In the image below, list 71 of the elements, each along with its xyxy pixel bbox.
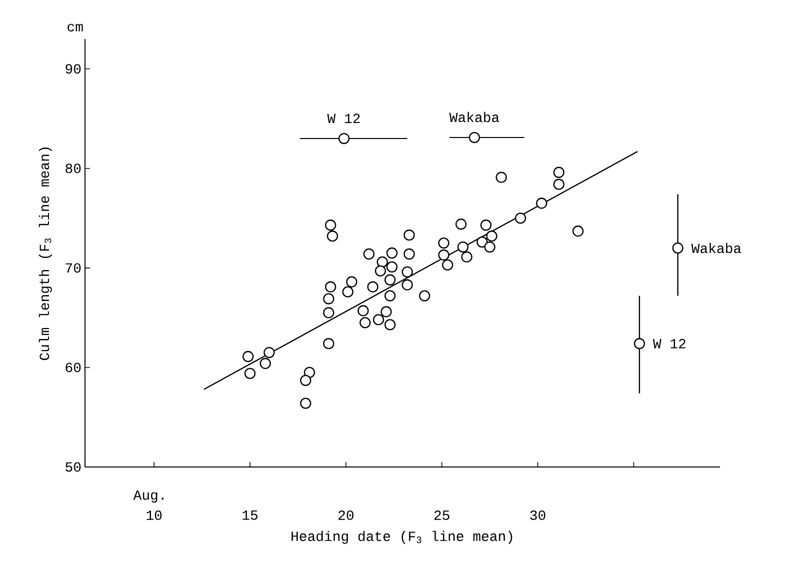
point (324, 281, 336, 292)
point (242, 350, 254, 362)
point (363, 248, 375, 260)
point (442, 259, 454, 271)
point (572, 226, 584, 237)
point (484, 241, 496, 253)
x-tick-label: 10 (146, 510, 162, 520)
point (418, 290, 430, 302)
point (372, 314, 384, 326)
annotation: W 12 (327, 114, 360, 124)
x-axis-title: Heading date (F$_{3}$ line mean) (292, 530, 512, 544)
point (438, 237, 450, 249)
y-tick-label: 60 (66, 362, 81, 372)
y-tick-label: 90 (66, 64, 81, 74)
point (457, 241, 469, 253)
point (634, 338, 646, 350)
x-tick-label: 30 (530, 510, 546, 520)
x-tick-label: 15 (242, 510, 258, 520)
point (380, 306, 392, 318)
point (360, 317, 371, 328)
point (672, 242, 684, 254)
point (367, 281, 378, 292)
point (386, 247, 398, 259)
point (326, 230, 338, 242)
point (323, 338, 334, 350)
point (384, 274, 396, 286)
point (455, 218, 467, 230)
point (402, 266, 413, 278)
point (346, 276, 358, 288)
point (260, 358, 271, 370)
point (476, 236, 488, 248)
point (323, 307, 334, 318)
point (402, 279, 413, 290)
x-tick-label: 20 (338, 510, 354, 520)
point (324, 220, 336, 231)
point (300, 398, 312, 409)
point (384, 319, 396, 330)
y-tick-label: 70 (66, 263, 81, 273)
point (384, 290, 396, 302)
x-tick-label: 25 (434, 510, 450, 520)
point (536, 198, 548, 209)
text: Aug. (133, 490, 164, 503)
point (342, 286, 354, 298)
point (461, 251, 472, 263)
point (338, 132, 350, 144)
y-axis-title: Culm length (F$_{3}$ line mean) (38, 148, 52, 360)
point (404, 230, 415, 241)
annotation: W 12 (652, 338, 686, 348)
point (304, 366, 316, 378)
annotation: Wakaba (449, 112, 500, 122)
point (374, 265, 386, 276)
point (496, 172, 507, 183)
point (480, 220, 492, 231)
point (553, 178, 564, 190)
point (553, 166, 564, 178)
point (244, 368, 256, 380)
point (486, 230, 498, 242)
point (376, 256, 388, 268)
point (404, 248, 415, 260)
y-tick-label: 80 (66, 164, 81, 174)
point (468, 132, 480, 144)
point (300, 374, 312, 386)
point (323, 293, 334, 304)
point (358, 305, 369, 316)
text: cm (68, 24, 83, 32)
y-tick-label: 50 (66, 462, 81, 472)
point (514, 212, 526, 224)
annotation: Wakaba (691, 242, 742, 254)
point (264, 346, 275, 358)
point (386, 261, 398, 273)
point (438, 249, 450, 261)
